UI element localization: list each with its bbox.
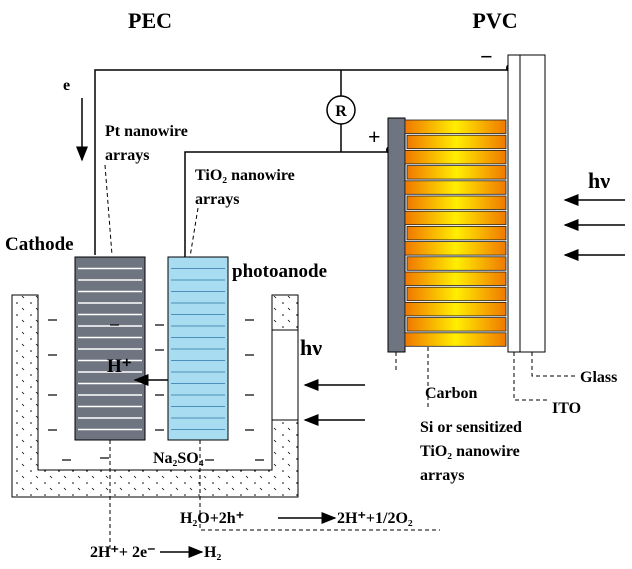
window (271, 329, 299, 421)
absorber-strip (406, 225, 507, 241)
absorber-strip (404, 149, 507, 165)
label: photoanode (232, 261, 327, 282)
wire (184, 70, 390, 257)
ito-layer (507, 54, 521, 353)
absorber-strip (406, 256, 507, 271)
carbon-layer (387, 117, 406, 353)
absorber-strip (404, 271, 507, 286)
absorber-strip (404, 210, 507, 226)
reaction-arrows (160, 512, 337, 558)
absorber-strip (404, 241, 507, 256)
absorber-strip (406, 134, 507, 150)
leader-lines (104, 164, 575, 552)
label: arrays (420, 467, 464, 484)
resistor (326, 95, 356, 125)
wire (94, 69, 510, 255)
label: + (368, 124, 381, 149)
label: TiO₂ nanowire (420, 443, 520, 460)
label: ITO (552, 400, 581, 417)
cell-wall (271, 294, 299, 331)
label: arrays (195, 191, 239, 208)
absorber-strip (404, 119, 507, 134)
label: Carbon (425, 385, 478, 402)
cathode-electrode (74, 256, 146, 441)
reaction: H₂ (204, 544, 221, 561)
reaction: H₂O+2h⁺ (180, 510, 244, 527)
label: Si or sensitized (420, 419, 522, 436)
absorber-strip (404, 180, 507, 195)
light-arrows (303, 194, 625, 426)
electrolyte-ions (48, 319, 264, 461)
absorber-stack (404, 119, 507, 347)
title: PVC (472, 8, 517, 33)
label: hν (300, 335, 322, 360)
reaction: 2H⁺+ 2e⁻ (90, 544, 156, 561)
label: Cathode (5, 234, 74, 255)
absorber-strip (404, 301, 507, 317)
label: Pt nanowire (105, 123, 188, 140)
glass-layer (519, 54, 546, 353)
label: e (63, 77, 70, 94)
label: Na₂SO₄ (153, 450, 204, 467)
absorber-strip (404, 332, 507, 347)
absorber-strip (406, 317, 507, 332)
reaction: 2H⁺+1/2O₂ (337, 510, 413, 527)
absorber-strip (406, 165, 507, 180)
title: PEC (128, 8, 172, 33)
absorber-strip (406, 195, 507, 210)
label: hν (588, 168, 610, 193)
label: arrays (105, 147, 149, 164)
label: Glass (580, 369, 617, 386)
label: R (335, 103, 347, 120)
label: − (480, 44, 493, 69)
photoanode-electrode (167, 256, 229, 441)
label: H⁺ (107, 356, 132, 377)
label: TiO₂ nanowire (195, 167, 295, 184)
absorber-strip (406, 286, 507, 302)
